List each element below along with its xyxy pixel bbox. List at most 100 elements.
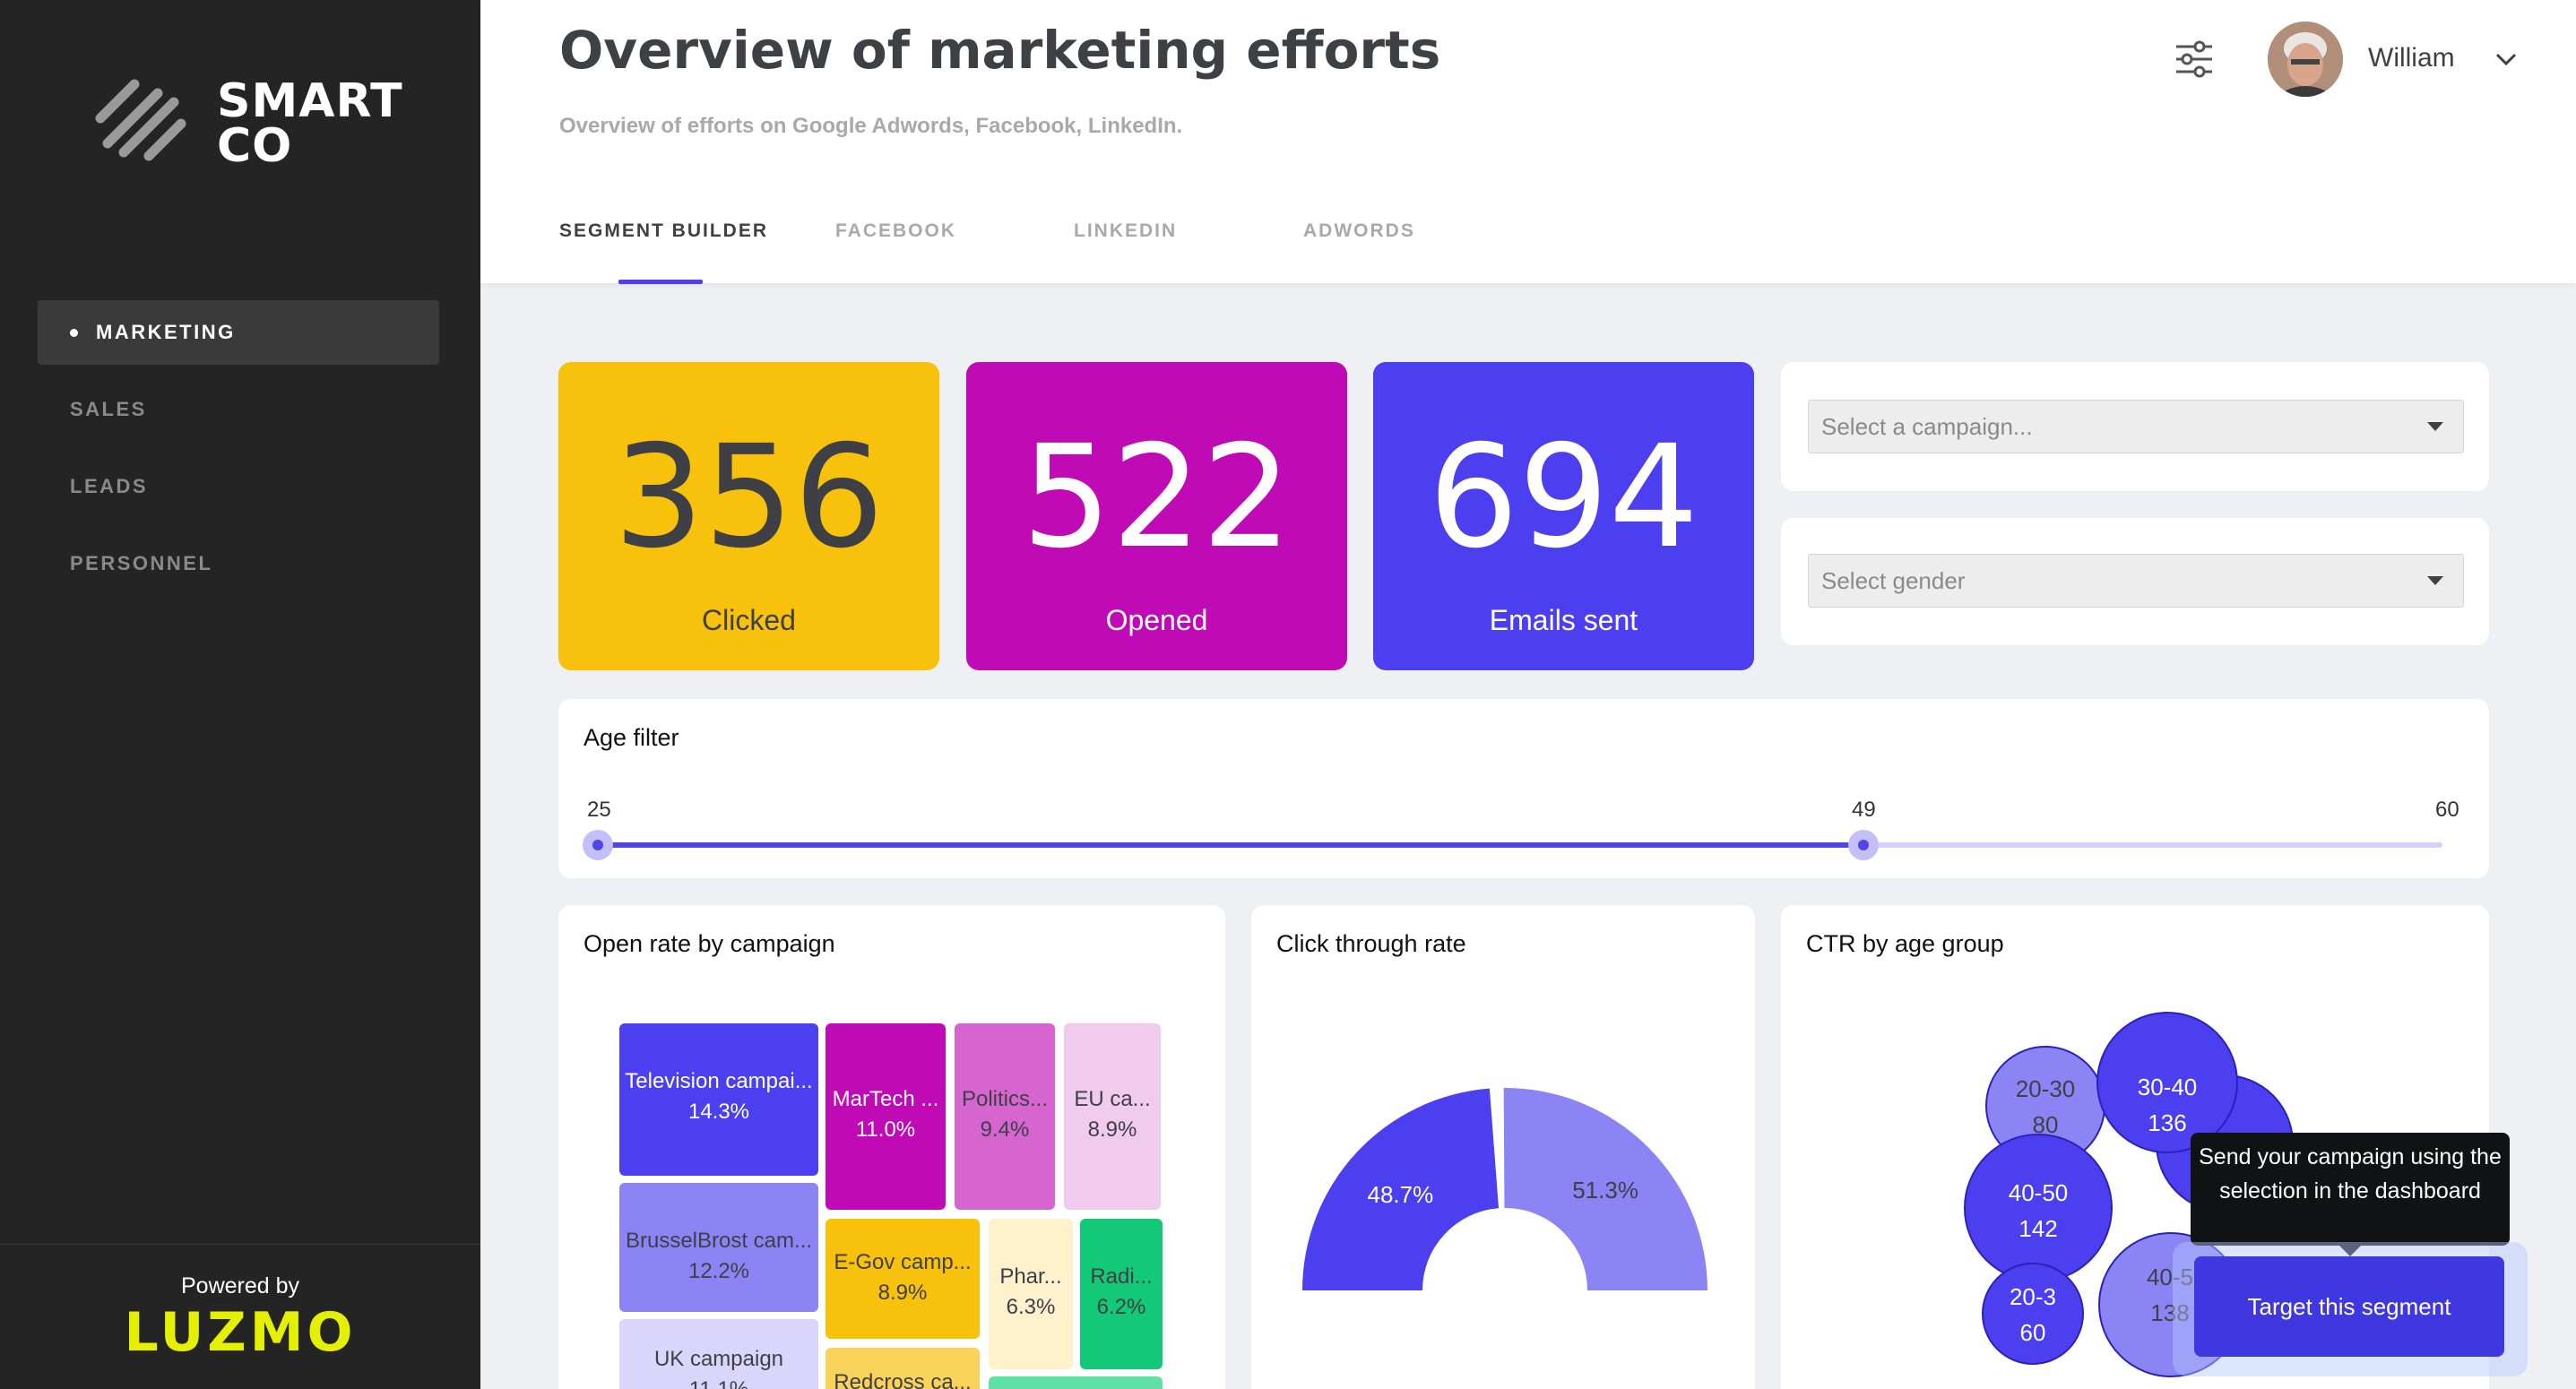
target-segment-button[interactable]: Target this segment <box>2194 1256 2504 1357</box>
age-max-label: 60 <box>2435 798 2459 822</box>
sidebar-item-marketing[interactable]: MARKETING <box>38 300 439 365</box>
treemap-tile[interactable]: Phar... 6.3% <box>989 1219 1073 1369</box>
sidebar-item-label: SALES <box>70 398 147 420</box>
brand-name-line1: SMART <box>217 74 403 128</box>
kpi-clicked-card: 356 Clicked <box>558 362 939 670</box>
bubble-value: 136 <box>2148 1109 2186 1136</box>
tab-adwords[interactable]: ADWORDS <box>1303 220 1415 241</box>
treemap-tile-label: Redcross ca... <box>834 1370 972 1389</box>
bubble-value: 80 <box>2033 1111 2059 1138</box>
kpi-label: Emails sent <box>1489 604 1638 636</box>
tab-bar: SEGMENT BUILDER FACEBOOK LINKEDIN ADWORD… <box>559 220 1415 242</box>
treemap-tile[interactable] <box>989 1376 1163 1389</box>
treemap-tile-value: 12.2% <box>687 1259 750 1283</box>
treemap-tile-label: MarTech ... <box>832 1087 939 1111</box>
treemap-tile[interactable]: UK campaign 11.1% <box>619 1319 818 1389</box>
logo-mark-icon <box>95 79 186 161</box>
treemap-tile-label: E-Gov camp... <box>834 1250 972 1274</box>
chevron-down-icon[interactable] <box>2494 50 2519 68</box>
ctr-slice-label: 48.7% <box>1368 1181 1434 1208</box>
page-title: Overview of marketing efforts <box>559 20 1441 81</box>
treemap-tile-label: BrusselBrost cam... <box>625 1229 813 1253</box>
sidebar-item-sales[interactable]: SALES <box>38 377 439 442</box>
kpi-label: Opened <box>1105 604 1208 636</box>
sidebar-nav: MARKETING SALES LEADS PERSONNEL <box>38 300 439 608</box>
gender-filter-panel: Select gender <box>1781 518 2489 645</box>
treemap-tile-label: UK campaign <box>653 1347 784 1371</box>
user-photo-icon <box>2268 22 2343 97</box>
active-tab-indicator <box>618 280 703 284</box>
bubble-value: 60 <box>2020 1319 2046 1346</box>
avatar[interactable] <box>2268 22 2343 97</box>
kpi-emails-sent-card: 694 Emails sent <box>1373 362 1754 670</box>
treemap-tile[interactable]: BrusselBrost cam... 12.2% <box>619 1183 818 1312</box>
kpi-value: 522 <box>1021 415 1292 580</box>
sidebar: SMART CO MARKETING SALES LEADS PERSONNEL… <box>0 0 480 1389</box>
treemap-tile[interactable]: E-Gov camp... 8.9% <box>826 1219 980 1339</box>
bubble-30-40[interactable] <box>2096 1012 2238 1153</box>
treemap-tile-value: 14.3% <box>687 1100 750 1124</box>
campaign-select[interactable]: Select a campaign... <box>1808 400 2464 453</box>
treemap-tile-value: 8.9% <box>877 1281 928 1305</box>
campaign-select-placeholder: Select a campaign... <box>1821 412 2033 440</box>
ctr-chart-panel: Click through rate 48.7% 51.3% <box>1251 905 1755 1389</box>
brand-logo[interactable]: SMART CO <box>88 70 403 177</box>
page-subtitle: Overview of efforts on Google Adwords, F… <box>559 114 1183 138</box>
kpi-value: 694 <box>1428 415 1699 580</box>
treemap-tile[interactable]: EU ca... 8.9% <box>1064 1023 1161 1210</box>
gender-select[interactable]: Select gender <box>1808 554 2464 608</box>
active-dot-icon <box>70 328 78 337</box>
bubble-20-3[interactable] <box>1982 1263 2084 1365</box>
treemap-tile-label: Television campai... <box>625 1069 813 1093</box>
campaign-filter-panel: Select a campaign... <box>1781 362 2489 491</box>
sidebar-item-leads[interactable]: LEADS <box>38 454 439 519</box>
caret-down-icon <box>2427 576 2443 585</box>
treemap-tile-label: Phar... <box>999 1264 1062 1289</box>
ctr-slice[interactable] <box>1503 1088 1707 1290</box>
filter-settings-icon[interactable] <box>2173 39 2216 79</box>
tab-segment-builder[interactable]: SEGMENT BUILDER <box>559 220 769 241</box>
sidebar-item-label: MARKETING <box>96 321 236 343</box>
target-segment-tooltip: Send your campaign using the selection i… <box>2191 1133 2510 1256</box>
treemap-tile-value: 9.4% <box>980 1117 1030 1142</box>
ctr-slice[interactable] <box>1302 1088 1500 1290</box>
ctr-slice-label: 51.3% <box>1572 1177 1638 1204</box>
bubble-40-50[interactable] <box>1964 1134 2113 1282</box>
age-slider-min-handle[interactable] <box>583 830 613 860</box>
age-filter-title: Age filter <box>583 724 679 751</box>
treemap-tile[interactable]: Redcross ca... <box>826 1348 980 1389</box>
treemap-tile-value: 6.2% <box>1096 1295 1146 1319</box>
ctr-half-donut: 48.7% 51.3% <box>1302 1088 1707 1290</box>
sidebar-item-label: LEADS <box>70 475 149 497</box>
brand-name: SMART CO <box>217 74 403 173</box>
gender-select-placeholder: Select gender <box>1821 566 1966 594</box>
brand-name-line2: CO <box>217 119 293 173</box>
open-rate-chart-panel: Open rate by campaign Television campai.… <box>558 905 1225 1389</box>
sidebar-footer: Powered by LUZMO <box>0 1244 480 1389</box>
treemap-tile[interactable]: Radi... 6.2% <box>1080 1219 1163 1369</box>
treemap-tile-value: 11.0% <box>855 1117 916 1142</box>
bubble-label: 20-30 <box>2016 1075 2076 1102</box>
powered-by-text: Powered by <box>180 1273 300 1298</box>
treemap-tile[interactable]: Television campai... 14.3% <box>619 1023 818 1176</box>
age-filter-panel: Age filter 25 49 60 <box>558 699 2489 878</box>
age-slider-fill <box>596 842 1862 848</box>
vendor-logo[interactable]: LUZMO <box>124 1301 357 1364</box>
treemap-tile-label: EU ca... <box>1074 1087 1151 1111</box>
sidebar-item-personnel[interactable]: PERSONNEL <box>38 531 439 596</box>
treemap-tile[interactable]: MarTech ... 11.0% <box>826 1023 946 1210</box>
age-value-label: 49 <box>1852 798 1876 822</box>
bubble-label: 40-5 <box>2147 1264 2193 1290</box>
bubble-label: 30-40 <box>2138 1074 2198 1100</box>
age-slider-max-handle[interactable] <box>1848 830 1879 860</box>
page-header: Overview of marketing efforts Overview o… <box>480 0 2576 284</box>
bubble-label: 20-3 <box>2010 1283 2056 1310</box>
tab-facebook[interactable]: FACEBOOK <box>835 220 957 241</box>
age-min-label: 25 <box>587 798 611 822</box>
treemap-tile[interactable]: Politics... 9.4% <box>955 1023 1055 1210</box>
kpi-label: Clicked <box>702 604 796 636</box>
treemap-tile-value: 8.9% <box>1087 1117 1137 1142</box>
user-name[interactable]: William <box>2368 43 2455 73</box>
tab-linkedin[interactable]: LINKEDIN <box>1074 220 1178 241</box>
kpi-opened-card: 522 Opened <box>966 362 1347 670</box>
